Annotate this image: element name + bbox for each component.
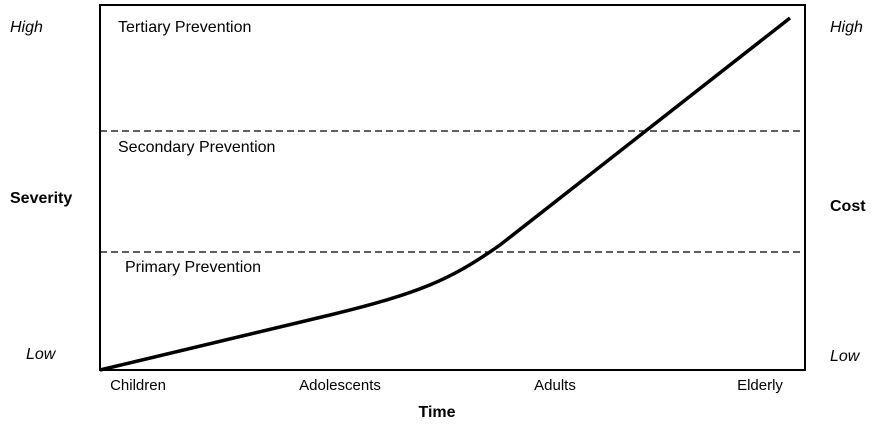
right-high: High <box>830 19 863 36</box>
left-high: High <box>10 19 43 36</box>
right-axis-label: Cost <box>830 198 866 215</box>
zone-label: Tertiary Prevention <box>118 19 251 36</box>
x-axis-label: Time <box>418 404 455 421</box>
zone-label: Secondary Prevention <box>118 139 275 156</box>
stage-label: Elderly <box>737 377 783 394</box>
left-low: Low <box>26 346 57 363</box>
trend-curve <box>99 16 792 372</box>
stage-label: Children <box>110 377 166 394</box>
right-low: Low <box>830 348 861 365</box>
stage-label: Adults <box>534 377 576 394</box>
stage-label: Adolescents <box>299 377 381 394</box>
left-axis-label: Severity <box>10 190 72 207</box>
zone-label: Primary Prevention <box>125 259 261 276</box>
frame <box>99 4 806 371</box>
